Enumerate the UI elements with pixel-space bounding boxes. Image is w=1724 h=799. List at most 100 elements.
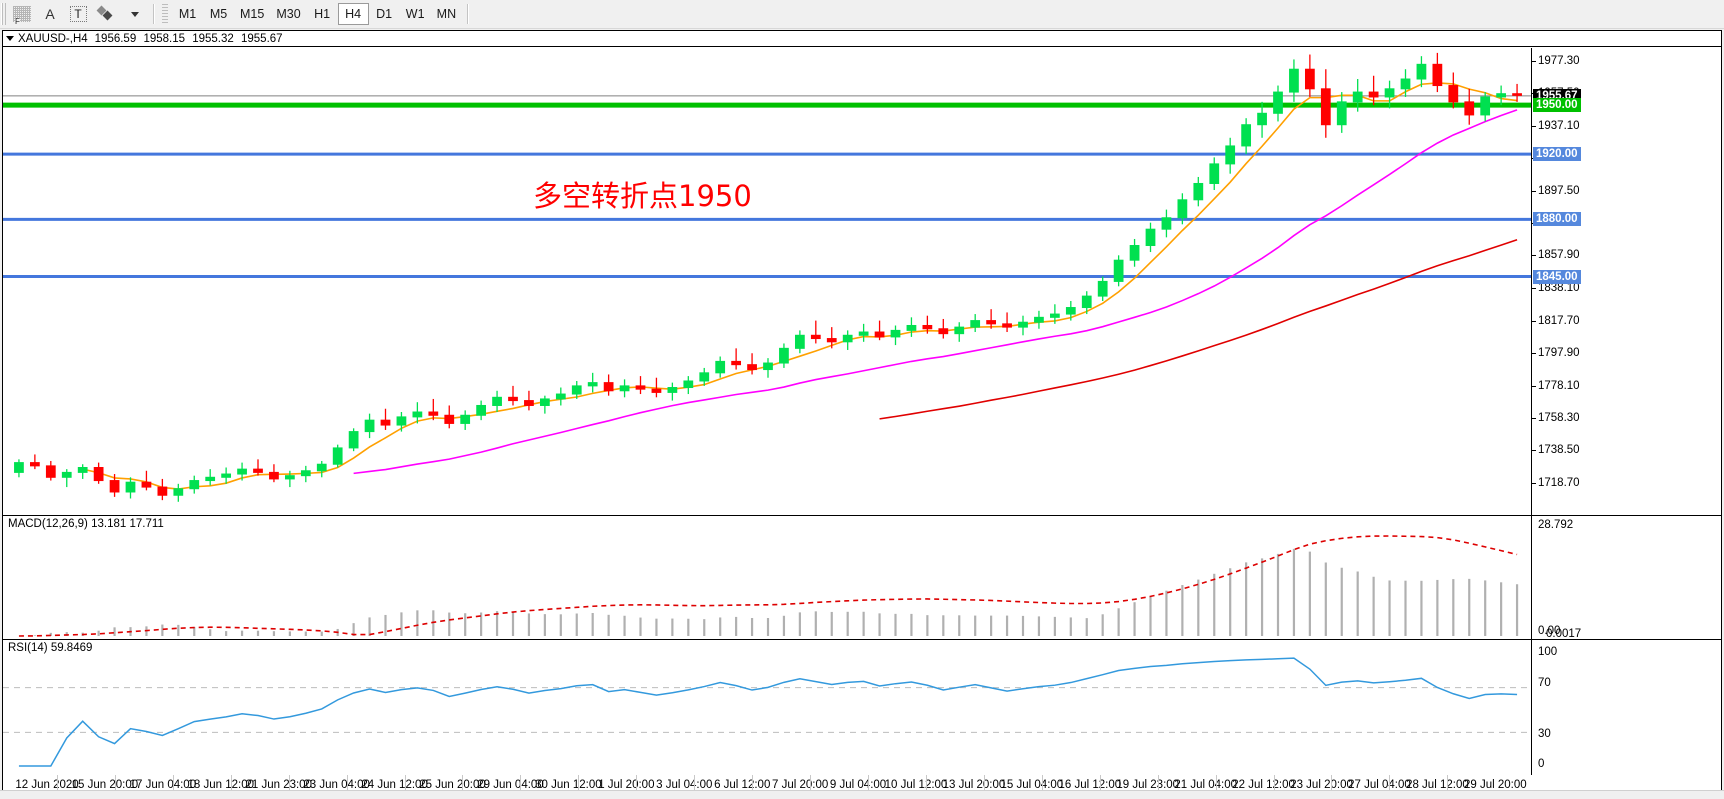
macd-series bbox=[18, 535, 1519, 637]
crosshair-grid-icon[interactable] bbox=[9, 2, 35, 26]
price-tag-green: 1950.00 bbox=[1533, 98, 1581, 113]
timeframe-m15[interactable]: M15 bbox=[240, 7, 265, 21]
time-axis-separator bbox=[868, 775, 869, 796]
time-axis-label: 21 Jun 23:00 bbox=[245, 779, 312, 791]
chart-window: XAUUSD-,H4 1956.59 1958.15 1955.32 1955.… bbox=[2, 30, 1722, 775]
macd-plot-area[interactable] bbox=[3, 516, 1533, 639]
time-axis-label: 30 Jun 12:00 bbox=[535, 779, 602, 791]
text-object-icon[interactable]: T bbox=[65, 2, 91, 26]
time-axis-separator bbox=[752, 775, 754, 796]
price-scale-tick: 1718.70 bbox=[1538, 476, 1580, 489]
time-axis-label: 12 Jun 2020 bbox=[15, 779, 79, 791]
rsi-plot-area[interactable] bbox=[3, 640, 1533, 775]
timeframe-w1[interactable]: W1 bbox=[405, 7, 425, 21]
time-axis-separator bbox=[56, 775, 58, 796]
price-scale-tick: 1738.50 bbox=[1538, 444, 1580, 457]
shapes-icon[interactable] bbox=[93, 2, 119, 26]
price-plot-area[interactable]: 多空转折点1950 bbox=[3, 48, 1533, 515]
drawing-toolbar: A T M1 M5 M15 M30 H1 H4 D1 W1 MN bbox=[0, 0, 1724, 29]
candlestick-series bbox=[3, 52, 1533, 502]
toolbar-separator bbox=[153, 4, 155, 24]
time-axis-label: 3 Jul 04:00 bbox=[656, 779, 713, 791]
timeframe-mn[interactable]: MN bbox=[436, 7, 457, 21]
time-axis-separator bbox=[1447, 775, 1449, 796]
time-axis-separator bbox=[230, 775, 232, 796]
macd-scale[interactable]: 28.792 0.00 0.0017 bbox=[1531, 516, 1721, 640]
timeframe-d1[interactable]: D1 bbox=[376, 7, 393, 21]
time-axis-separator bbox=[520, 775, 522, 796]
time-axis-separator bbox=[462, 775, 464, 796]
ohlc-high: 1958.15 bbox=[143, 32, 186, 45]
time-axis-label: 19 Jul 23:00 bbox=[1116, 779, 1180, 791]
time-axis-separator bbox=[1389, 775, 1391, 796]
time-axis-separator bbox=[636, 775, 638, 796]
price-scale-tick: 1977.30 bbox=[1538, 54, 1580, 67]
time-axis-separator bbox=[114, 775, 116, 796]
symbol-info-bar: XAUUSD-,H4 1956.59 1958.15 1955.32 1955.… bbox=[3, 31, 1721, 47]
price-scale-tickmark bbox=[1532, 126, 1536, 128]
price-tag-blue: 1920.00 bbox=[1533, 147, 1581, 162]
macd-pane[interactable]: MACD(12,26,9) 13.181 17.711 28.792 0.00 … bbox=[3, 515, 1721, 640]
timeframe-grip-handle[interactable] bbox=[162, 4, 168, 24]
rsi-scale-70: 70 bbox=[1538, 677, 1551, 689]
time-axis-label: 21 Jul 04:00 bbox=[1174, 779, 1238, 791]
timeframe-m30[interactable]: M30 bbox=[276, 7, 301, 21]
time-axis-label: 22 Jul 12:00 bbox=[1232, 779, 1295, 791]
rsi-scale[interactable]: 100 70 30 0 bbox=[1531, 640, 1721, 775]
chart-annotation-text: 多空转折点1950 bbox=[533, 179, 752, 213]
status-bar bbox=[0, 790, 1724, 799]
price-scale-tick: 1797.90 bbox=[1538, 347, 1580, 360]
time-axis-label: 15 Jun 20:00 bbox=[71, 779, 139, 791]
price-scale[interactable]: 1977.301957.501937.101917.501897.501877.… bbox=[1531, 48, 1721, 515]
time-axis-separator bbox=[983, 775, 985, 796]
time-axis-label: 23 Jul 20:00 bbox=[1290, 779, 1353, 791]
rsi-series bbox=[3, 657, 1533, 767]
price-scale-tickmark bbox=[1532, 353, 1536, 355]
time-axis-label: 6 Jul 12:00 bbox=[714, 779, 771, 791]
time-axis-separator bbox=[1273, 775, 1275, 796]
toolbar-grip-handle[interactable] bbox=[1, 3, 8, 25]
time-axis-label: 1 Jul 20:00 bbox=[598, 779, 655, 791]
time-axis-label: 15 Jul 04:00 bbox=[1000, 779, 1064, 791]
time-axis-label: 18 Jun 12:00 bbox=[187, 779, 255, 791]
time-axis-separator bbox=[1099, 775, 1101, 796]
price-pane[interactable]: 多空转折点1950 1977.301957.501937.101917.5018… bbox=[3, 48, 1721, 515]
time-axis-separator bbox=[172, 775, 174, 796]
time-axis-separator bbox=[578, 775, 580, 796]
price-scale-tick: 1778.10 bbox=[1538, 379, 1580, 392]
timeframe-m1[interactable]: M1 bbox=[178, 7, 197, 21]
timeframe-h4[interactable]: H4 bbox=[337, 3, 369, 25]
price-scale-tickmark bbox=[1532, 418, 1536, 420]
text-label-icon[interactable]: A bbox=[45, 6, 55, 22]
time-axis-separator bbox=[404, 775, 406, 796]
toolbar-separator-end bbox=[467, 4, 470, 24]
time-axis-separator bbox=[1331, 775, 1333, 796]
time-axis-label: 23 Jun 04:00 bbox=[303, 779, 370, 791]
time-axis-label: 28 Jul 12:00 bbox=[1406, 779, 1469, 791]
ohlc-low: 1955.32 bbox=[192, 32, 234, 45]
price-scale-tickmark bbox=[1532, 321, 1536, 323]
price-scale-tick: 1758.30 bbox=[1538, 412, 1580, 425]
rsi-pane[interactable]: RSI(14) 59.8469 100 70 30 0 bbox=[3, 639, 1721, 775]
price-scale-tick: 1897.50 bbox=[1538, 184, 1580, 197]
ohlc-values: 1956.59 1958.15 1955.32 1955.67 bbox=[95, 33, 287, 45]
time-axis-separator bbox=[810, 775, 812, 796]
time-axis-label: 17 Jun 04:00 bbox=[129, 779, 197, 791]
time-axis-label: 29 Jul 20:00 bbox=[1463, 779, 1527, 791]
time-axis-separator bbox=[925, 775, 927, 796]
timeframe-h1[interactable]: H1 bbox=[314, 7, 331, 21]
price-scale-tick: 1838.10 bbox=[1538, 281, 1580, 294]
time-axis-separator bbox=[288, 775, 290, 796]
price-scale-tick: 1817.70 bbox=[1538, 315, 1580, 328]
time-axis-separator bbox=[1041, 775, 1043, 796]
time-axis-label: 27 Jul 04:00 bbox=[1348, 779, 1411, 791]
chevron-down-icon[interactable] bbox=[6, 36, 14, 41]
chevron-down-icon[interactable] bbox=[121, 2, 147, 26]
price-scale-tickmark bbox=[1532, 60, 1536, 62]
symbol-name: XAUUSD-,H4 bbox=[18, 32, 88, 45]
time-axis-separator bbox=[346, 775, 348, 796]
timeframe-m5[interactable]: M5 bbox=[209, 7, 228, 21]
time-axis-label: 7 Jul 20:00 bbox=[771, 779, 829, 791]
price-scale-tickmark bbox=[1532, 385, 1536, 387]
